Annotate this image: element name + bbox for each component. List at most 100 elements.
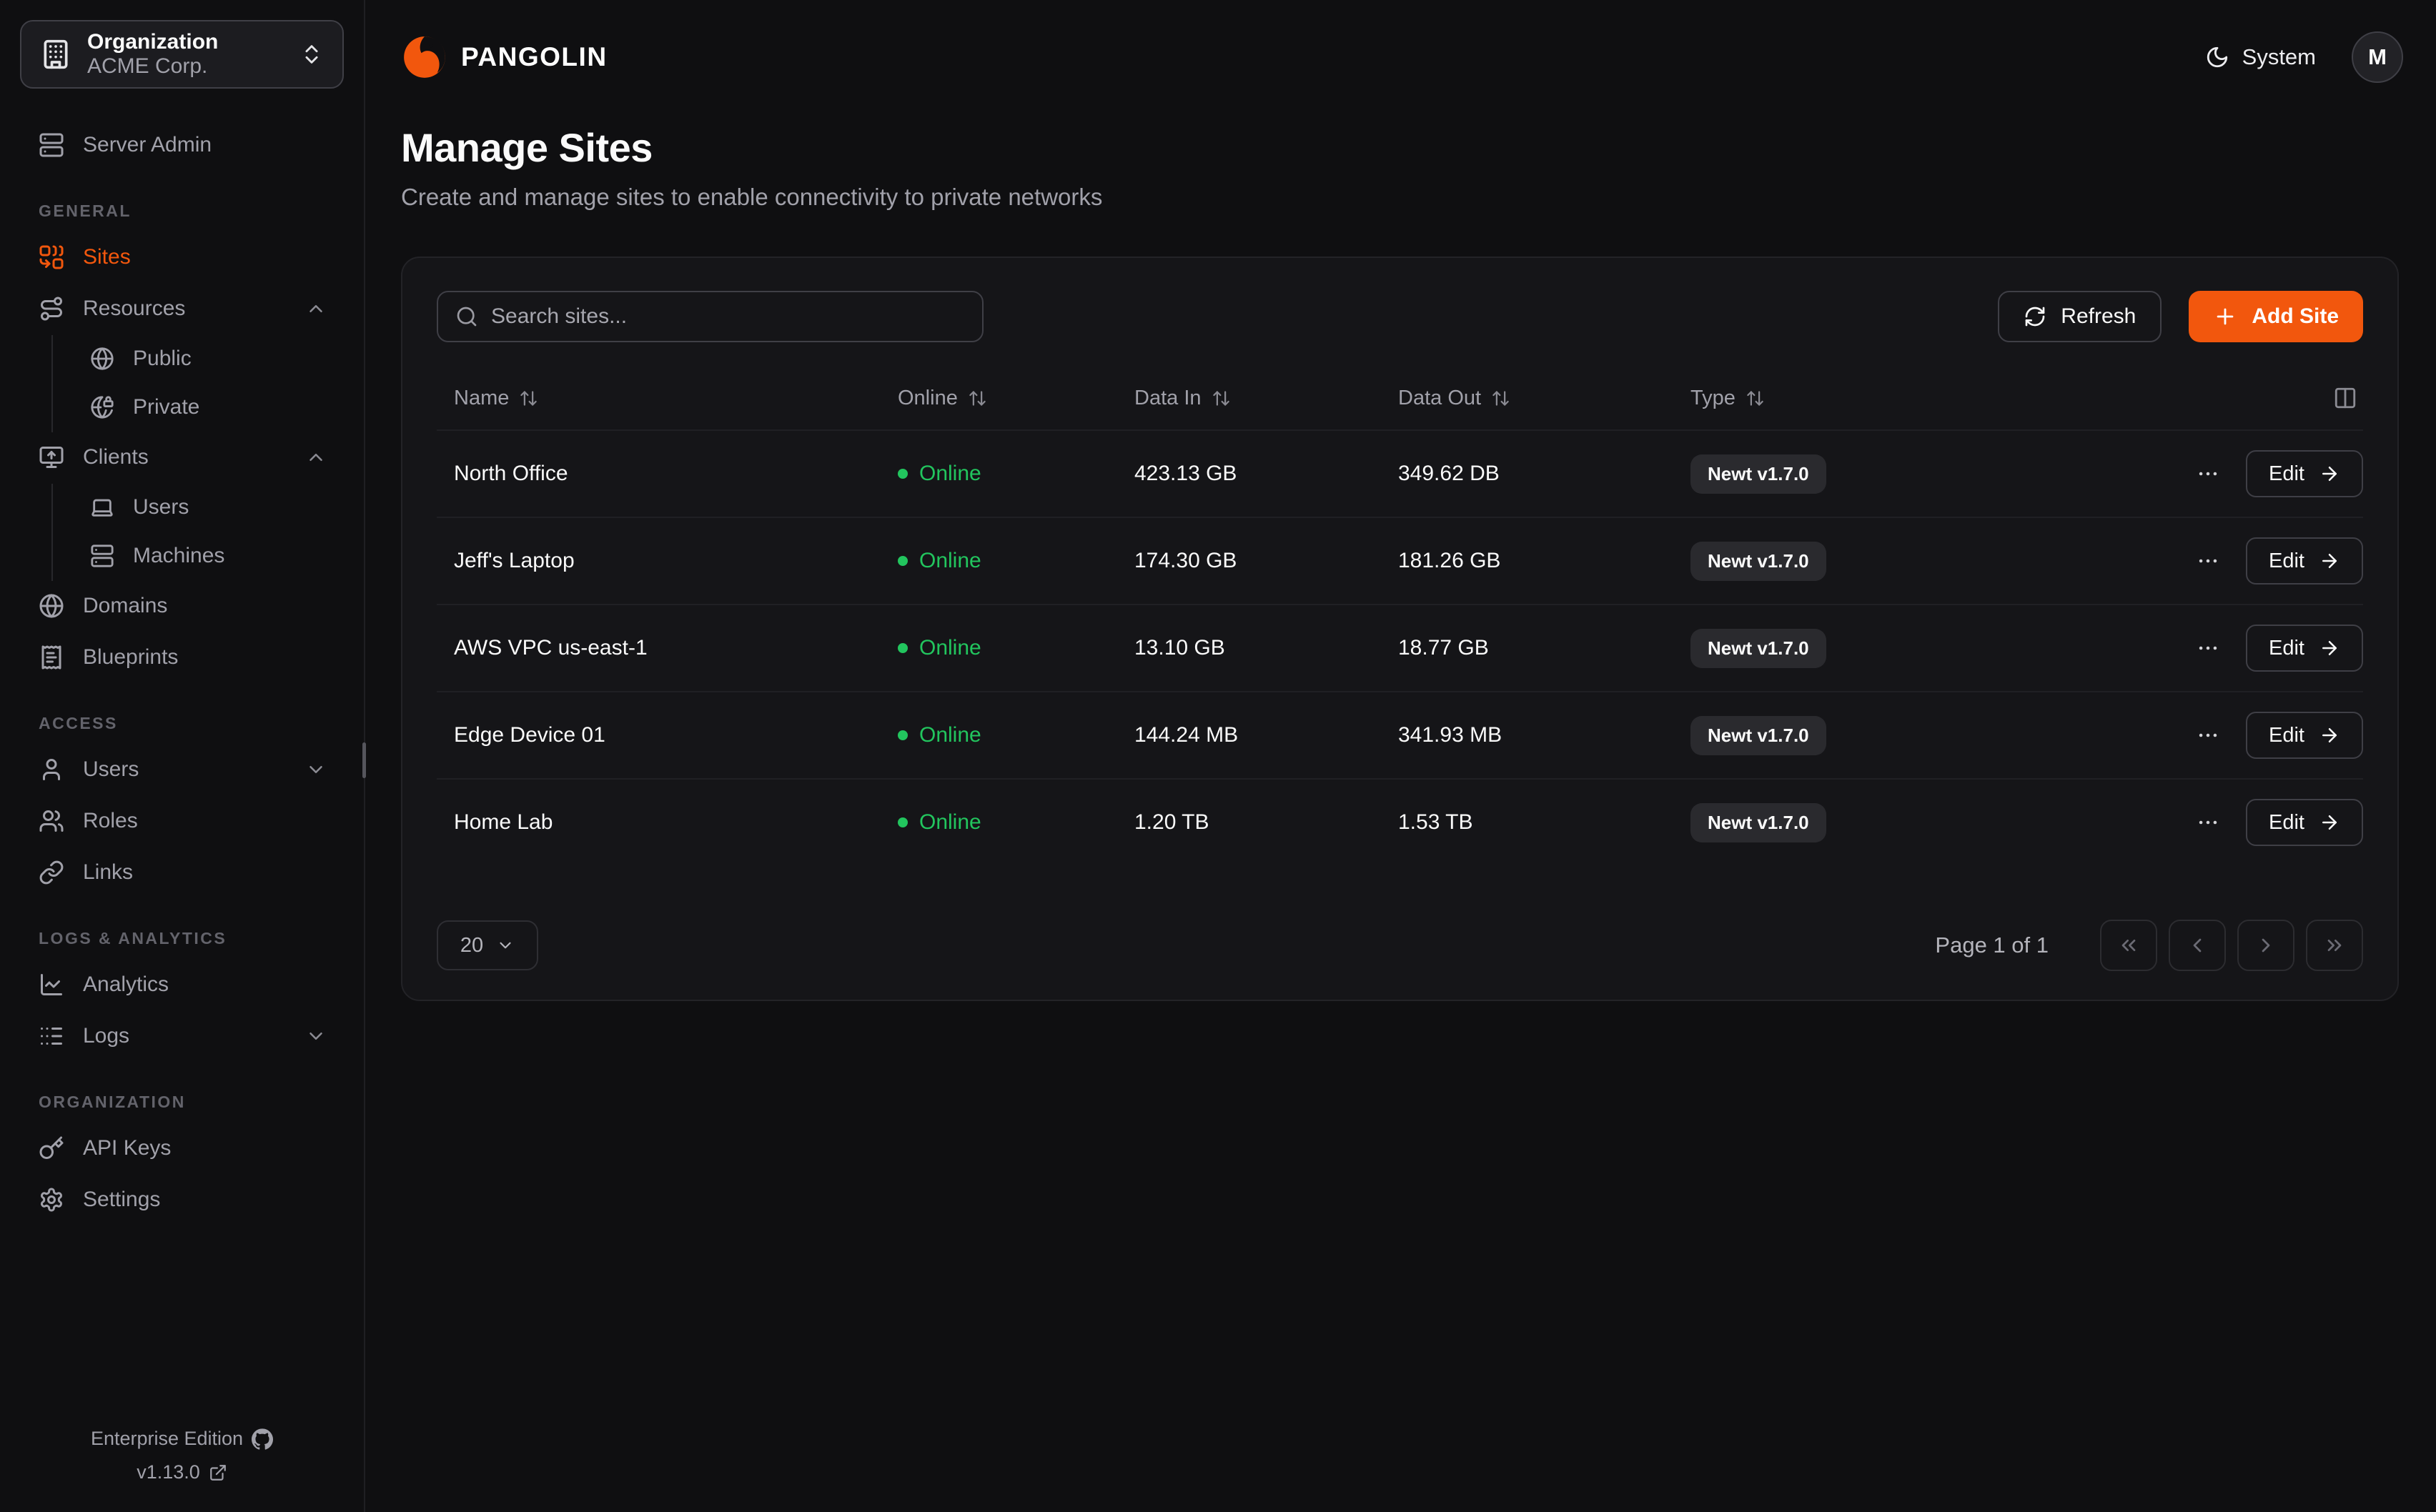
next-page-button[interactable] (2237, 920, 2294, 971)
sidebar-item-server-admin[interactable]: Server Admin (20, 120, 344, 170)
previous-page-button[interactable] (2169, 920, 2226, 971)
sidebar-item-machines[interactable]: Machines (90, 532, 344, 580)
pangolin-logo-icon (401, 34, 448, 81)
sort-arrows-icon (1746, 389, 1765, 408)
sidebar-footer: Enterprise Edition v1.13.0 (20, 1416, 344, 1483)
site-status: Online (898, 636, 1134, 660)
search-icon (455, 305, 478, 328)
row-menu-button[interactable] (2190, 456, 2226, 492)
sidebar-section-general: GENERAL (39, 202, 132, 220)
column-header-data-in[interactable]: Data In (1134, 387, 1398, 410)
search-box (437, 291, 984, 342)
edit-button[interactable]: Edit (2246, 450, 2363, 497)
search-input[interactable] (491, 304, 965, 329)
columns-icon (2333, 386, 2357, 410)
sidebar-item-users[interactable]: Users (20, 745, 344, 795)
edit-button[interactable]: Edit (2246, 712, 2363, 759)
row-menu-button[interactable] (2190, 717, 2226, 753)
external-link-icon (209, 1463, 227, 1482)
ellipsis-icon (2196, 462, 2220, 486)
columns-toggle-button[interactable] (2327, 380, 2363, 416)
online-dot-icon (898, 469, 908, 479)
site-data-out: 1.53 TB (1398, 810, 1473, 834)
site-type-badge: Newt v1.7.0 (1690, 802, 1826, 842)
chevron-up-icon (305, 447, 327, 468)
table-row: North Office Online 423.13 GB 349.62 DB … (437, 429, 2363, 517)
site-data-out: 18.77 GB (1398, 636, 1489, 660)
version-link[interactable]: v1.13.0 (20, 1461, 344, 1483)
sidebar-item-label: Clients (83, 445, 149, 469)
page-subtitle: Create and manage sites to enable connec… (401, 184, 1103, 210)
sidebar-item-label: Blueprints (83, 645, 179, 669)
edit-button[interactable]: Edit (2246, 625, 2363, 672)
add-site-button[interactable]: Add Site (2189, 291, 2363, 342)
site-type-badge: Newt v1.7.0 (1690, 541, 1826, 581)
last-page-button[interactable] (2306, 920, 2363, 971)
row-menu-button[interactable] (2190, 630, 2226, 666)
site-status: Online (898, 462, 1134, 486)
clients-subgroup: Users Machines (51, 484, 344, 581)
column-header-data-out[interactable]: Data Out (1398, 387, 1690, 410)
site-name: Edge Device 01 (454, 723, 605, 747)
edit-label: Edit (2269, 810, 2304, 834)
combine-icon (39, 244, 64, 270)
sidebar-item-roles[interactable]: Roles (20, 796, 344, 846)
edit-label: Edit (2269, 723, 2304, 747)
edit-button[interactable]: Edit (2246, 537, 2363, 585)
pager (2100, 920, 2363, 971)
sidebar-item-resources[interactable]: Resources (20, 284, 344, 334)
sidebar-item-label: Settings (83, 1188, 161, 1211)
column-header-type[interactable]: Type (1690, 387, 2106, 410)
sidebar-item-settings[interactable]: Settings (20, 1175, 344, 1225)
chevrons-left-icon (2117, 934, 2140, 957)
edition-label: Enterprise Edition (90, 1428, 244, 1449)
page-size-select[interactable]: 20 (437, 920, 538, 970)
sidebar-item-logs[interactable]: Logs (20, 1011, 344, 1061)
server-icon (90, 544, 114, 568)
site-data-out: 341.93 MB (1398, 723, 1502, 747)
sidebar-item-api-keys[interactable]: API Keys (20, 1123, 344, 1173)
sidebar-item-client-users[interactable]: Users (90, 484, 344, 531)
gear-icon (39, 1187, 64, 1213)
column-header-name[interactable]: Name (437, 387, 898, 410)
github-icon[interactable] (252, 1428, 274, 1450)
globe-icon (90, 347, 114, 371)
site-data-in: 423.13 GB (1134, 462, 1237, 485)
brand-home-link[interactable]: PANGOLIN (401, 34, 608, 81)
edit-button[interactable]: Edit (2246, 799, 2363, 846)
users-icon (39, 808, 64, 834)
site-type-badge: Newt v1.7.0 (1690, 628, 1826, 668)
main-area: PANGOLIN System M Manage Sites Create an… (365, 0, 2436, 1512)
row-menu-button[interactable] (2190, 805, 2226, 840)
org-switcher-value: ACME Corp. (87, 54, 208, 78)
sidebar-item-private[interactable]: Private (90, 384, 344, 431)
sidebar-item-links[interactable]: Links (20, 847, 344, 897)
ellipsis-icon (2196, 723, 2220, 747)
sidebar-item-blueprints[interactable]: Blueprints (20, 632, 344, 682)
sidebar-item-domains[interactable]: Domains (20, 581, 344, 631)
sidebar-item-label: Resources (83, 297, 186, 320)
first-page-button[interactable] (2100, 920, 2157, 971)
sidebar-item-sites[interactable]: Sites (20, 232, 344, 282)
online-dot-icon (898, 817, 908, 827)
sidebar-item-analytics[interactable]: Analytics (20, 960, 344, 1010)
sidebar-item-public[interactable]: Public (90, 335, 344, 382)
refresh-button[interactable]: Refresh (1998, 291, 2162, 342)
chevron-up-icon (305, 298, 327, 319)
site-name: Jeff's Laptop (454, 549, 575, 572)
theme-toggle[interactable]: System (2205, 44, 2316, 70)
site-status: Online (898, 810, 1134, 835)
avatar[interactable]: M (2352, 31, 2403, 83)
sort-arrows-icon (1491, 389, 1510, 408)
edit-label: Edit (2269, 636, 2304, 660)
sidebar-scrollbar-thumb[interactable] (362, 742, 366, 778)
row-menu-button[interactable] (2190, 543, 2226, 579)
org-switcher[interactable]: Organization ACME Corp. (20, 20, 344, 89)
sidebar-item-label: Users (83, 757, 139, 781)
add-site-label: Add Site (2252, 304, 2339, 328)
site-data-in: 13.10 GB (1134, 636, 1225, 660)
sidebar-item-clients[interactable]: Clients (20, 432, 344, 482)
column-header-online[interactable]: Online (898, 387, 1134, 410)
sidebar-item-label: Analytics (83, 973, 169, 996)
site-name: North Office (454, 462, 568, 485)
